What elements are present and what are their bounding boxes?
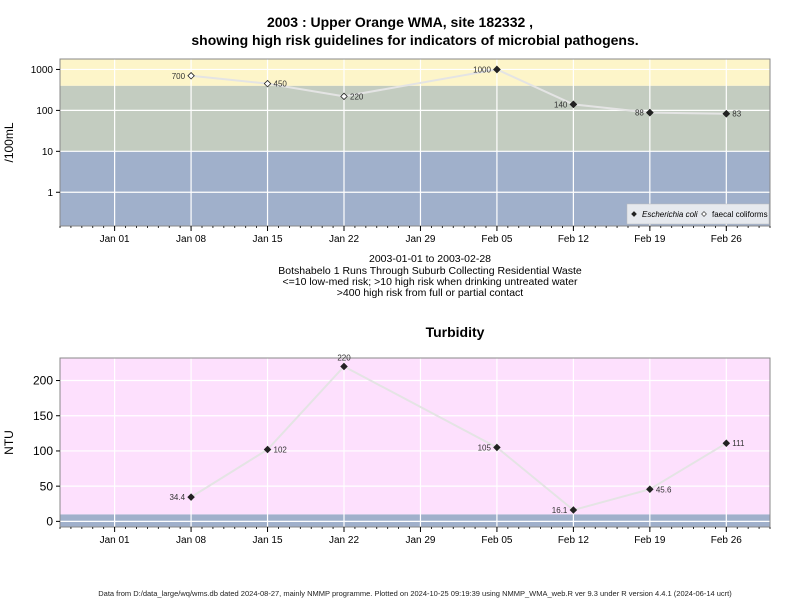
- data-label: 700: [172, 72, 186, 81]
- legend-marker-0: [631, 211, 637, 217]
- legend-entry-0: Escherichia coli: [642, 210, 698, 219]
- data-point: [340, 92, 348, 101]
- x-tick-label: Jan 15: [253, 234, 283, 245]
- x-tick-label: Feb 12: [558, 234, 590, 245]
- data-point: [722, 439, 731, 447]
- data-label: 111: [732, 439, 745, 448]
- data-point: [187, 493, 195, 501]
- data-label: 45.6: [656, 485, 672, 494]
- x-tick-label: Jan 29: [405, 234, 435, 245]
- background-band-0: [60, 514, 770, 527]
- data-point: [493, 443, 501, 452]
- data-label: 102: [274, 446, 288, 455]
- x-tick-label: Jan 01: [100, 535, 130, 546]
- chart-title-line2: showing high risk guidelines for indicat…: [191, 32, 639, 48]
- turbidity-title: Turbidity: [425, 324, 485, 340]
- data-point: [569, 506, 578, 514]
- y-tick-label: 10: [42, 147, 54, 158]
- y-tick-label: 150: [33, 409, 53, 423]
- x-tick-label: Feb 26: [711, 535, 743, 546]
- chart-title-line1: 2003 : Upper Orange WMA, site 182332 ,: [266, 14, 534, 30]
- caption-risk-contact: >400 high risk from full or partial cont…: [336, 287, 524, 299]
- caption-risk-drinking: <=10 low-med risk; >10 high risk when dr…: [282, 276, 578, 288]
- x-tick-label: Feb 05: [481, 535, 513, 546]
- x-tick-label: Jan 15: [253, 535, 283, 546]
- data-label: 220: [350, 92, 364, 101]
- data-label: 83: [732, 110, 741, 119]
- footer-note: Data from D:/data_large/wq/wms.db dated …: [98, 589, 732, 598]
- legend-box: [626, 203, 770, 225]
- y-tick-label: 1000: [31, 65, 54, 76]
- background-band-1: [60, 85, 770, 152]
- caption-date-range: 2003-01-01 to 2003-02-28: [368, 253, 491, 265]
- data-point: [722, 109, 731, 118]
- data-point: [263, 79, 272, 88]
- background-band-2: [60, 59, 770, 86]
- data-point: [187, 72, 195, 80]
- y-tick-label: 0: [46, 515, 53, 529]
- data-label: 88: [635, 109, 644, 118]
- data-point: [646, 485, 654, 494]
- microbial-chart: 1 10 100 1000 Jan 01 Jan 08 Jan 15 Jan 22 Jan 29…: [2, 58, 771, 245]
- x-tick-label: Jan 22: [329, 535, 359, 546]
- x-tick-label: Jan 22: [329, 234, 359, 245]
- data-label: 140: [554, 100, 568, 109]
- x-tick-label: Jan 08: [176, 234, 206, 245]
- data-point: [646, 108, 654, 117]
- y-tick-label: 200: [33, 374, 53, 388]
- x-tick-label: Feb 26: [711, 234, 743, 245]
- y-tick-label: 50: [40, 479, 54, 493]
- data-point: [340, 362, 348, 371]
- y-tick-label: 100: [36, 106, 53, 117]
- turbidity-chart: 0 50 100 150 200 Jan 01 Jan 08 Jan 15 Jan 22 Jan …: [2, 353, 771, 546]
- y-axis-label: NTU: [2, 430, 16, 455]
- data-point: [569, 100, 578, 109]
- data-point: [493, 65, 501, 74]
- x-tick-label: Feb 05: [481, 234, 513, 245]
- data-point: [263, 445, 272, 454]
- caption-site-description: Botshabelo 1 Runs Through Suburb Collect…: [278, 265, 582, 277]
- y-tick-label: 1: [47, 188, 53, 199]
- data-label: 220: [337, 353, 351, 362]
- plot-frame: [59, 357, 771, 528]
- x-tick-label: Jan 29: [405, 535, 435, 546]
- x-tick-label: Feb 19: [634, 234, 666, 245]
- legend-marker-1: [701, 211, 707, 217]
- data-label: 450: [274, 80, 288, 89]
- data-label: 34.4: [169, 493, 185, 502]
- x-tick-label: Feb 19: [634, 535, 666, 546]
- y-axis-label: /100mL: [2, 122, 16, 162]
- data-label: 16.1: [552, 506, 568, 515]
- legend-entry-1: faecal coliforms: [712, 210, 768, 219]
- data-label: 1000: [473, 65, 491, 74]
- x-tick-label: Feb 12: [558, 535, 590, 546]
- x-tick-label: Jan 01: [100, 234, 130, 245]
- x-tick-label: Jan 08: [176, 535, 206, 546]
- y-tick-label: 100: [33, 444, 53, 458]
- data-label: 105: [478, 443, 492, 452]
- plot-frame: [59, 58, 771, 227]
